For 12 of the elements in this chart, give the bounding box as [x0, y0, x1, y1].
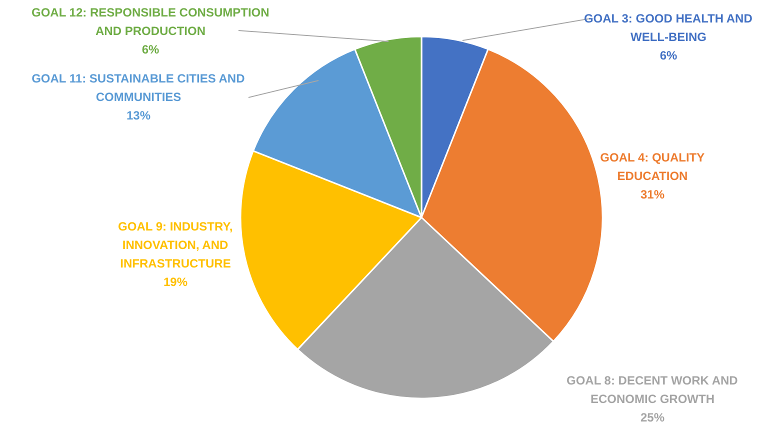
slice-label: GOAL 8: DECENT WORK AND ECONOMIC GROWTH: [566, 374, 738, 406]
data-label: 31%: [640, 188, 665, 202]
data-label: 13%: [126, 108, 151, 122]
data-label: 19%: [163, 275, 188, 289]
slice-label: GOAL 11: SUSTAINABLE CITIES AND COMMUNITIES: [32, 72, 246, 104]
slice-label: GOAL 12: RESPONSIBLE CONSUMPTION AND PRODUCTION: [31, 6, 270, 38]
data-label: 6%: [660, 48, 678, 62]
slice-label: GOAL 4: QUALITY EDUCATION: [600, 150, 705, 183]
data-label: 25%: [640, 410, 665, 424]
slice-label: GOAL 3: GOOD HEALTH AND WELL-BEING: [584, 12, 753, 44]
data-label: 6%: [142, 42, 160, 56]
slice-label: GOAL 9: INDUSTRY, INNOVATION, AND INFRASTRUCTURE: [118, 220, 233, 270]
